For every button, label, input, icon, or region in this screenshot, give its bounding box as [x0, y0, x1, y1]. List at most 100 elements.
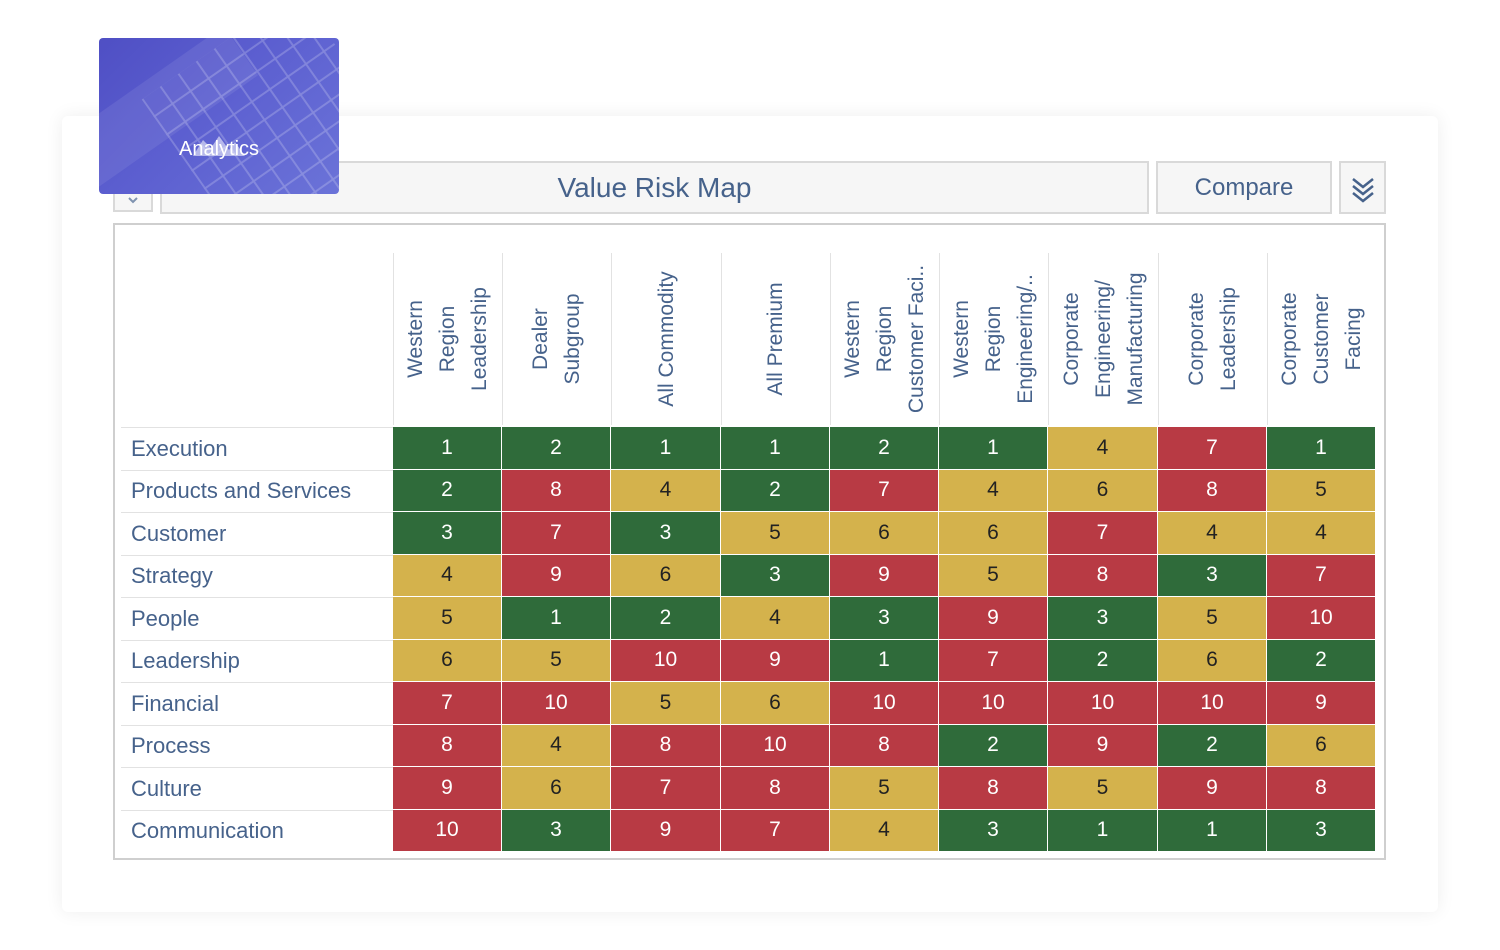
heatmap-cell[interactable]: 5 [1158, 597, 1267, 640]
heatmap-cell[interactable]: 2 [1048, 639, 1158, 682]
heatmap-cell[interactable]: 7 [1267, 554, 1376, 597]
heatmap-cell[interactable]: 5 [830, 767, 939, 810]
heatmap-cell[interactable]: 3 [502, 809, 611, 852]
heatmap-cell[interactable]: 6 [1048, 469, 1158, 512]
heatmap-cell[interactable]: 6 [393, 639, 502, 682]
heatmap-cell[interactable]: 2 [830, 427, 939, 470]
heatmap-cell[interactable]: 3 [393, 512, 502, 555]
heatmap-cell[interactable]: 6 [721, 682, 830, 725]
heatmap-cell[interactable]: 2 [1267, 639, 1376, 682]
heatmap-cell[interactable]: 8 [1158, 469, 1267, 512]
heatmap-cell[interactable]: 2 [721, 469, 830, 512]
heatmap-cell[interactable]: 7 [939, 639, 1048, 682]
column-header: Western Region Customer Faci.. [830, 253, 939, 425]
heatmap-cell[interactable]: 5 [1048, 767, 1158, 810]
heatmap-cell[interactable]: 3 [721, 554, 830, 597]
expand-button[interactable] [1339, 161, 1386, 214]
heatmap-cell[interactable]: 1 [1267, 427, 1376, 470]
heatmap-cell[interactable]: 9 [1048, 724, 1158, 767]
heatmap-cell[interactable]: 8 [611, 724, 721, 767]
heatmap-cell[interactable]: 8 [393, 724, 502, 767]
compare-button[interactable]: Compare [1156, 161, 1332, 214]
heatmap-cell[interactable]: 4 [1048, 427, 1158, 470]
heatmap-cell[interactable]: 7 [393, 682, 502, 725]
heatmap-cell[interactable]: 9 [1158, 767, 1267, 810]
heatmap-cell[interactable]: 10 [611, 639, 721, 682]
heatmap-cell[interactable]: 10 [721, 724, 830, 767]
heatmap-cell[interactable]: 2 [611, 597, 721, 640]
heatmap-cell[interactable]: 6 [1267, 724, 1376, 767]
heatmap-cell[interactable]: 8 [721, 767, 830, 810]
heatmap-cell[interactable]: 4 [611, 469, 721, 512]
heatmap-cell[interactable]: 1 [393, 427, 502, 470]
heatmap-cell[interactable]: 8 [939, 767, 1048, 810]
heatmap-cell[interactable]: 7 [1158, 427, 1267, 470]
heatmap-cell[interactable]: 5 [393, 597, 502, 640]
heatmap-cell[interactable]: 9 [393, 767, 502, 810]
heatmap-cell[interactable]: 4 [721, 597, 830, 640]
column-header: Dealer Subgroup [502, 253, 611, 425]
heatmap-cell[interactable]: 4 [502, 724, 611, 767]
heatmap-cell[interactable]: 1 [939, 427, 1048, 470]
heatmap-cell[interactable]: 8 [1267, 767, 1376, 810]
heatmap-cell[interactable]: 6 [830, 512, 939, 555]
heatmap-cell[interactable]: 3 [611, 512, 721, 555]
heatmap-cell[interactable]: 6 [1158, 639, 1267, 682]
heatmap-cell[interactable]: 5 [611, 682, 721, 725]
heatmap-cell[interactable]: 9 [721, 639, 830, 682]
heatmap-cell[interactable]: 2 [939, 724, 1048, 767]
heatmap-cell[interactable]: 7 [1048, 512, 1158, 555]
heatmap-cell[interactable]: 9 [611, 809, 721, 852]
heatmap-cell[interactable]: 1 [1048, 809, 1158, 852]
heatmap-cell[interactable]: 5 [502, 639, 611, 682]
heatmap-cell[interactable]: 1 [611, 427, 721, 470]
heatmap-cell[interactable]: 7 [830, 469, 939, 512]
heatmap-cell[interactable]: 10 [393, 809, 502, 852]
heatmap-cell[interactable]: 9 [830, 554, 939, 597]
heatmap-cell[interactable]: 7 [502, 512, 611, 555]
heatmap-cell[interactable]: 6 [611, 554, 721, 597]
heatmap-cell[interactable]: 1 [721, 427, 830, 470]
heatmap-cell[interactable]: 4 [1158, 512, 1267, 555]
heatmap-cell[interactable]: 1 [1158, 809, 1267, 852]
heatmap-cell[interactable]: 2 [502, 427, 611, 470]
heatmap-cell[interactable]: 8 [502, 469, 611, 512]
heatmap-cell[interactable]: 3 [1267, 809, 1376, 852]
heatmap-cell[interactable]: 3 [1158, 554, 1267, 597]
heatmap-cell[interactable]: 7 [611, 767, 721, 810]
heatmap-cell[interactable]: 10 [502, 682, 611, 725]
heatmap-cell[interactable]: 1 [502, 597, 611, 640]
row-label: Strategy [121, 554, 393, 597]
heatmap-cell[interactable]: 4 [830, 809, 939, 852]
heatmap-cell[interactable]: 9 [502, 554, 611, 597]
heatmap-cell[interactable]: 7 [721, 809, 830, 852]
heatmap-cell[interactable]: 5 [939, 554, 1048, 597]
heatmap-cell[interactable]: 8 [1048, 554, 1158, 597]
heatmap-cell[interactable]: 8 [830, 724, 939, 767]
column-header: Western Region Leadership [393, 253, 502, 425]
heatmap-cell[interactable]: 5 [721, 512, 830, 555]
heatmap-cell[interactable]: 3 [1048, 597, 1158, 640]
heatmap-cell[interactable]: 6 [502, 767, 611, 810]
heatmap-cell[interactable]: 4 [1267, 512, 1376, 555]
heatmap-cell[interactable]: 3 [939, 809, 1048, 852]
heatmap-cell[interactable]: 9 [939, 597, 1048, 640]
heatmap-cell[interactable]: 2 [1158, 724, 1267, 767]
heatmap-cell[interactable]: 4 [393, 554, 502, 597]
heatmap-cell[interactable]: 5 [1267, 469, 1376, 512]
row-label: Products and Services [121, 469, 393, 512]
heatmap-cell[interactable]: 10 [1267, 597, 1376, 640]
heatmap-cell[interactable]: 3 [830, 597, 939, 640]
heatmap-cell[interactable]: 4 [939, 469, 1048, 512]
mountain-icon [193, 136, 245, 156]
heatmap-cell[interactable]: 1 [830, 639, 939, 682]
analytics-tile[interactable]: Analytics [99, 38, 339, 194]
heatmap-cell[interactable]: 10 [1048, 682, 1158, 725]
heatmap-cell[interactable]: 10 [1158, 682, 1267, 725]
heatmap-cell[interactable]: 2 [393, 469, 502, 512]
heatmap-cell[interactable]: 10 [830, 682, 939, 725]
heatmap-cell[interactable]: 9 [1267, 682, 1376, 725]
row-label: Process [121, 724, 393, 767]
heatmap-cell[interactable]: 6 [939, 512, 1048, 555]
heatmap-cell[interactable]: 10 [939, 682, 1048, 725]
